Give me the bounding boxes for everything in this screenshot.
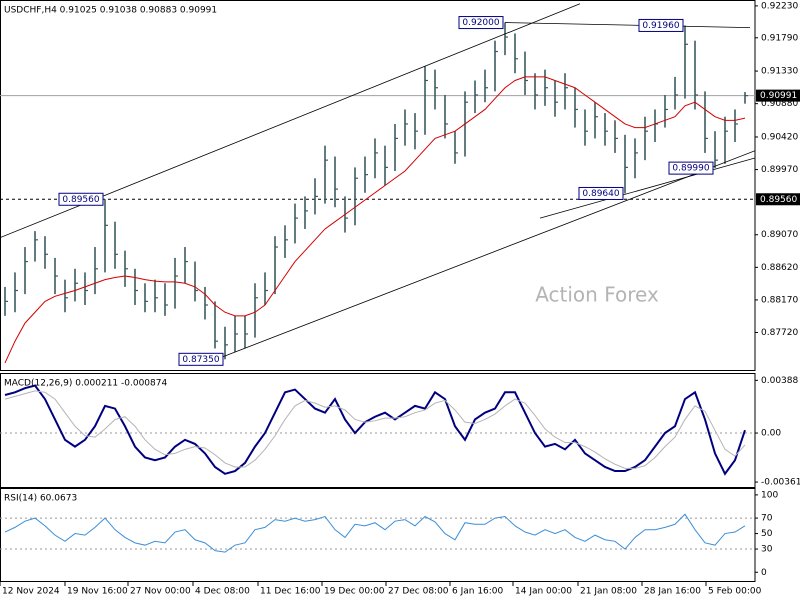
x-tick-label: 28 Jan 16:00 xyxy=(644,587,701,597)
y-tick-label: 100 xyxy=(761,490,778,500)
y-tick-label: 50 xyxy=(761,529,773,539)
panel-title: RSI(14) 60.0673 xyxy=(4,494,77,504)
x-tick-label: 5 Feb 00:00 xyxy=(708,587,762,597)
price-annotation-label: 0.87350 xyxy=(182,355,219,365)
x-tick-label: 6 Jan 16:00 xyxy=(452,587,504,597)
y-tick-label: 0.91790 xyxy=(761,33,798,43)
main-panel-frame xyxy=(0,0,756,371)
x-tick-label: 4 Dec 08:00 xyxy=(195,587,250,597)
price-annotation-label: 0.89560 xyxy=(62,195,99,205)
macd-panel-frame xyxy=(0,373,756,488)
y-tick-label: 70 xyxy=(761,514,773,524)
indicator-line xyxy=(4,390,746,469)
last-price-tag-label: 0.90991 xyxy=(760,91,797,101)
indicator-line xyxy=(4,384,746,476)
indicator-line xyxy=(4,513,746,553)
y-tick-label: 0.92230 xyxy=(761,1,798,11)
trendline xyxy=(219,150,755,359)
moving-average xyxy=(4,76,746,364)
level-tag-label: 0.89560 xyxy=(760,195,797,205)
rsi-panel-frame xyxy=(0,488,756,582)
price-annotation-label: 0.91960 xyxy=(642,21,679,31)
level-tag xyxy=(756,193,800,206)
y-tick-label: 0.89070 xyxy=(761,230,798,240)
panel-title: MACD(12,26,9) 0.000211 -0.000874 xyxy=(4,379,167,389)
y-tick-label: 0.90420 xyxy=(761,132,798,142)
price-annotation-box xyxy=(638,18,684,32)
y-tick-label: 0.90880 xyxy=(761,99,798,109)
y-tick-label: 0 xyxy=(761,568,767,578)
x-tick-label: 14 Jan 00:00 xyxy=(515,587,572,597)
price-annotation-box xyxy=(578,186,624,200)
price-annotation-box xyxy=(178,352,224,366)
y-tick-label: 0.89970 xyxy=(761,165,798,175)
y-tick-label: 30 xyxy=(761,545,773,555)
y-tick-label: -0.00361 xyxy=(761,478,800,488)
price-annotation-label: 0.89990 xyxy=(672,164,709,174)
y-tick-label: 0.00 xyxy=(761,429,781,439)
y-tick-label: 0.00388 xyxy=(761,376,798,386)
price-annotation-box xyxy=(668,161,714,175)
y-tick-label: 0.87720 xyxy=(761,328,798,338)
price-annotation-label: 0.92000 xyxy=(462,18,499,28)
y-tick-label: 0.91330 xyxy=(761,67,798,77)
y-tick-label: 0.88620 xyxy=(761,263,798,273)
x-tick-label: 27 Dec 08:00 xyxy=(388,587,449,597)
x-tick-label: 21 Jan 08:00 xyxy=(580,587,637,597)
price-annotation-label: 0.89640 xyxy=(582,189,619,199)
watermark: Action Forex xyxy=(535,283,659,307)
x-tick-label: 11 Dec 16:00 xyxy=(260,587,321,597)
x-tick-label: 27 Nov 00:00 xyxy=(130,587,191,597)
x-tick-label: 19 Nov 16:00 xyxy=(67,587,128,597)
trendline xyxy=(504,22,751,29)
last-price-tag xyxy=(756,89,800,102)
trendline xyxy=(539,157,755,219)
x-tick-label: 19 Dec 00:00 xyxy=(324,587,385,597)
price-annotation-box xyxy=(58,192,104,206)
x-tick-label: 12 Nov 2024 xyxy=(2,587,60,597)
panel-title: USDCHF,H4 0.91025 0.91038 0.90883 0.9099… xyxy=(4,6,217,16)
y-tick-label: 0.88170 xyxy=(761,295,798,305)
price-annotation-box xyxy=(458,16,504,30)
